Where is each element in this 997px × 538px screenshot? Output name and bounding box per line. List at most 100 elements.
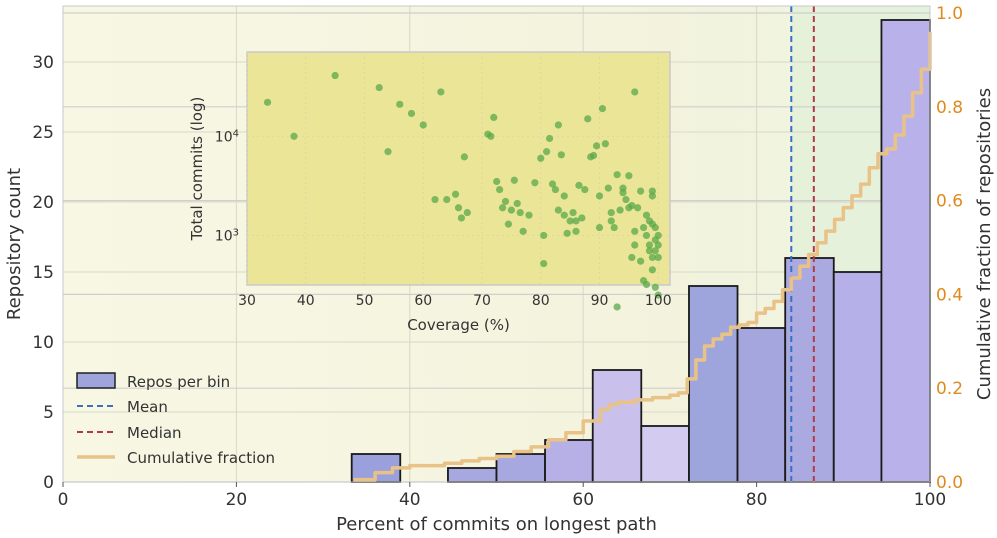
inset-point — [601, 140, 609, 148]
histogram-bar — [640, 425, 690, 483]
inset-y-tick-label: 104 — [215, 128, 239, 146]
inset-point — [645, 217, 654, 225]
inset-point — [519, 227, 527, 235]
x-tick-label: 80 — [746, 490, 768, 510]
inset-y-tick-label: 103 — [215, 227, 239, 245]
y-tick-label: 20 — [32, 193, 54, 213]
inset-x-label: Coverage (%) — [407, 316, 510, 334]
histogram-bar — [591, 369, 643, 483]
inset-point — [548, 180, 557, 188]
y2-tick-label: 0.6 — [936, 192, 963, 212]
y2-tick-label: 0.2 — [936, 379, 963, 399]
inset-point — [510, 176, 518, 184]
histogram-bar — [784, 257, 835, 483]
inset-points — [263, 71, 662, 311]
inset-point — [507, 206, 515, 214]
inset-point — [443, 195, 451, 204]
inset-point — [554, 206, 562, 214]
inset-point — [540, 259, 548, 268]
inset-y-ticks: 103 104 — [215, 128, 239, 245]
inset-point — [631, 227, 639, 235]
histogram-bar — [880, 19, 931, 483]
inset-point — [504, 220, 513, 228]
inset-point — [263, 98, 272, 106]
inset-point — [487, 132, 495, 140]
inset-point — [607, 217, 615, 225]
inset-point — [569, 208, 577, 217]
inset-point — [625, 172, 633, 180]
y2-axis-ticks: 0.0 0.2 0.4 0.6 0.8 1.0 — [936, 4, 963, 493]
cumulative-line — [353, 31, 932, 482]
inset-point — [607, 208, 615, 217]
histogram-bars — [350, 19, 931, 483]
legend-swatch-bars — [76, 372, 116, 389]
inset-point — [560, 211, 568, 219]
inset-point — [628, 201, 636, 210]
inset-x-tick-label: 60 — [414, 293, 432, 309]
inset-x-tick-label: 40 — [297, 293, 315, 309]
inset-point — [590, 151, 598, 160]
y2-tick-label: 0.0 — [936, 473, 963, 493]
inset-point — [604, 184, 612, 192]
inset-point — [396, 100, 404, 108]
histogram-bar — [495, 453, 546, 483]
inset-point — [578, 214, 586, 222]
inset-point — [654, 231, 662, 240]
inset-point — [490, 113, 498, 122]
inset-point — [384, 148, 392, 156]
inset-point — [648, 187, 656, 195]
inset-point — [572, 217, 580, 225]
inset-point — [531, 179, 539, 187]
inset-point — [572, 227, 580, 235]
inset-point — [645, 247, 654, 255]
inset-point — [639, 223, 648, 232]
inset-point — [645, 241, 654, 249]
inset-x-ticks: 30 40 50 60 70 80 90 100 — [238, 293, 672, 309]
inset-point — [637, 257, 645, 265]
inset-point — [651, 247, 659, 255]
inset-point — [648, 266, 656, 274]
inset-point — [460, 153, 468, 161]
inset-point — [560, 192, 568, 200]
y-tick-label: 0 — [43, 473, 54, 493]
inset-point — [543, 148, 551, 156]
inset-point — [554, 121, 562, 129]
inset-point — [619, 184, 627, 192]
inset-point — [598, 105, 607, 113]
inset-point — [463, 208, 471, 217]
inset-point — [584, 115, 592, 123]
inset-scatter: 30 40 50 60 70 80 90 100 103 104 Coverage (%) To… — [188, 51, 672, 334]
inset-x-tick-label: 90 — [591, 293, 609, 309]
inset-point — [451, 190, 460, 198]
inset-point — [454, 204, 463, 212]
inset-point — [431, 195, 439, 204]
inset-x-tick-label: 70 — [473, 293, 491, 309]
y-axis-ticks: 0 5 10 15 20 25 30 — [32, 53, 54, 493]
inset-point — [642, 211, 651, 219]
x-tick-label: 100 — [914, 490, 946, 510]
inset-point — [595, 223, 604, 232]
inset-point — [642, 231, 651, 240]
inset-point — [642, 280, 651, 289]
inset-point — [651, 223, 659, 232]
legend-label-mean: Mean — [127, 398, 168, 416]
inset-point — [648, 253, 656, 262]
inset-point — [516, 208, 524, 217]
inset-point — [290, 132, 298, 140]
inset-point — [457, 214, 466, 222]
y2-tick-label: 0.8 — [936, 98, 963, 118]
histogram-bar — [736, 327, 787, 483]
inset-y-label: Total commits (log) — [188, 97, 206, 242]
histogram-bar — [832, 271, 883, 483]
x-axis-label: Percent of commits on longest path — [336, 514, 657, 535]
legend-label-cumulative: Cumulative fraction — [127, 449, 275, 467]
inset-x-tick-label: 30 — [238, 293, 256, 309]
inset-point — [566, 217, 574, 225]
y-tick-label: 10 — [32, 333, 54, 353]
y2-axis-label: Cumulative fraction of repositories — [974, 88, 995, 400]
histogram-bar — [447, 467, 498, 483]
inset-point — [637, 187, 645, 195]
inset-point — [622, 195, 630, 204]
plot-frame — [62, 5, 931, 483]
